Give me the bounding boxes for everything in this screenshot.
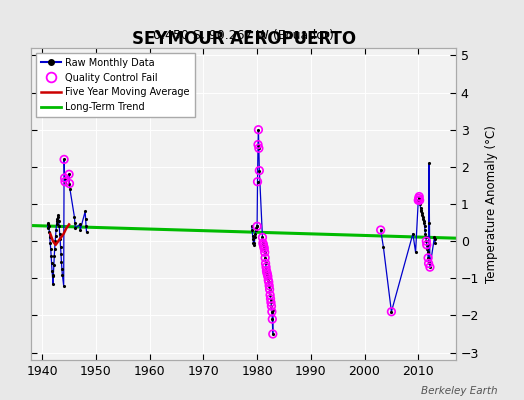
Point xyxy=(253,223,261,230)
Point xyxy=(66,180,74,187)
Point xyxy=(376,227,385,233)
Point xyxy=(65,171,73,178)
Point xyxy=(264,273,272,280)
Point xyxy=(255,145,263,152)
Point xyxy=(425,264,434,270)
Point xyxy=(254,126,263,133)
Point xyxy=(424,255,432,261)
Point xyxy=(424,260,433,267)
Point xyxy=(268,316,277,322)
Point xyxy=(260,249,269,256)
Point xyxy=(263,271,271,278)
Point xyxy=(260,245,268,252)
Point xyxy=(414,197,422,204)
Point xyxy=(253,178,261,185)
Point xyxy=(267,299,275,306)
Point xyxy=(60,175,69,181)
Point xyxy=(258,234,267,241)
Point xyxy=(414,195,423,202)
Point xyxy=(259,242,268,248)
Point xyxy=(387,308,396,315)
Point xyxy=(60,156,68,163)
Title: SEYMOUR AEROPUERTO: SEYMOUR AEROPUERTO xyxy=(132,30,356,48)
Point xyxy=(261,255,269,261)
Text: 0.450 S, 90.267 W (Ecuador): 0.450 S, 90.267 W (Ecuador) xyxy=(153,29,334,42)
Text: Berkeley Earth: Berkeley Earth xyxy=(421,386,498,396)
Point xyxy=(265,282,274,289)
Point xyxy=(263,270,271,276)
Point xyxy=(254,141,262,148)
Point xyxy=(268,308,276,315)
Point xyxy=(263,268,271,274)
Point xyxy=(265,279,273,285)
Point xyxy=(259,244,268,250)
Point xyxy=(422,238,431,244)
Point xyxy=(422,242,431,248)
Y-axis label: Temperature Anomaly (°C): Temperature Anomaly (°C) xyxy=(485,125,498,283)
Point xyxy=(267,303,276,309)
Point xyxy=(415,193,423,200)
Point xyxy=(262,264,270,270)
Legend: Raw Monthly Data, Quality Control Fail, Five Year Moving Average, Long-Term Tren: Raw Monthly Data, Quality Control Fail, … xyxy=(36,53,195,117)
Point xyxy=(266,286,274,293)
Point xyxy=(266,292,274,298)
Point xyxy=(266,296,275,302)
Point xyxy=(61,178,69,185)
Point xyxy=(269,331,277,337)
Point xyxy=(259,240,267,246)
Point xyxy=(261,260,270,267)
Point xyxy=(264,277,272,283)
Point xyxy=(255,167,264,174)
Point xyxy=(416,197,424,204)
